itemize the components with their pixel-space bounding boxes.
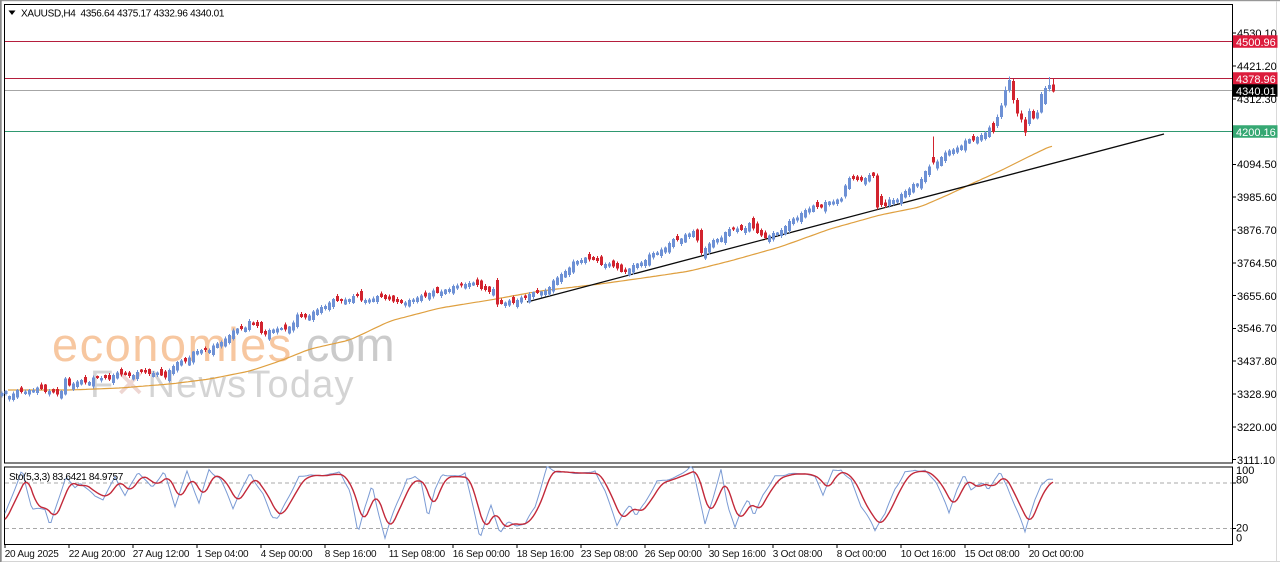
svg-text:20 Oct 00:00: 20 Oct 00:00 [1029, 549, 1084, 560]
svg-text:4200.16: 4200.16 [1236, 127, 1276, 139]
svg-text:4378.96: 4378.96 [1236, 74, 1276, 86]
svg-text:16 Sep 00:00: 16 Sep 00:00 [453, 549, 511, 560]
svg-text:3876.70: 3876.70 [1237, 225, 1277, 237]
svg-text:1 Sep 04:00: 1 Sep 04:00 [197, 549, 249, 560]
svg-text:26 Sep 00:00: 26 Sep 00:00 [645, 549, 703, 560]
svg-text:8 Sep 16:00: 8 Sep 16:00 [325, 549, 377, 560]
svg-text:20 Aug 2025: 20 Aug 2025 [5, 549, 60, 560]
svg-text:F✕NewsToday: F✕NewsToday [90, 364, 355, 406]
svg-text:3437.80: 3437.80 [1237, 356, 1277, 368]
svg-text:3985.60: 3985.60 [1237, 192, 1277, 204]
svg-text:15 Oct 08:00: 15 Oct 08:00 [965, 549, 1020, 560]
svg-text:100: 100 [1236, 465, 1254, 477]
svg-text:22 Aug 20:00: 22 Aug 20:00 [69, 549, 126, 560]
svg-text:4 Sep 00:00: 4 Sep 00:00 [261, 549, 313, 560]
svg-text:XAUUSD,H4 4356.64 4375.17 433: XAUUSD,H4 4356.64 4375.17 4332.96 4340.0… [21, 9, 225, 20]
svg-text:3 Oct 08:00: 3 Oct 08:00 [773, 549, 823, 560]
svg-text:20: 20 [1236, 523, 1248, 535]
svg-text:10 Oct 16:00: 10 Oct 16:00 [901, 549, 956, 560]
svg-text:4312.30: 4312.30 [1237, 94, 1277, 106]
svg-text:27 Aug 12:00: 27 Aug 12:00 [133, 549, 190, 560]
svg-text:80: 80 [1236, 475, 1248, 487]
svg-text:8 Oct 00:00: 8 Oct 00:00 [837, 549, 887, 560]
svg-text:3655.60: 3655.60 [1237, 291, 1277, 303]
svg-text:4500.96: 4500.96 [1236, 37, 1276, 49]
svg-text:4421.20: 4421.20 [1237, 61, 1277, 73]
svg-text:18 Sep 16:00: 18 Sep 16:00 [517, 549, 575, 560]
svg-text:3220.00: 3220.00 [1237, 422, 1277, 434]
svg-text:11 Sep 08:00: 11 Sep 08:00 [389, 549, 446, 560]
svg-text:23 Sep 08:00: 23 Sep 08:00 [581, 549, 639, 560]
svg-text:3764.50: 3764.50 [1237, 258, 1277, 270]
svg-text:Sto(5,3,3) 83.6421 84.9757: Sto(5,3,3) 83.6421 84.9757 [9, 472, 124, 483]
svg-text:3111.10: 3111.10 [1237, 455, 1275, 467]
svg-text:3546.70: 3546.70 [1237, 323, 1277, 335]
svg-text:4094.50: 4094.50 [1237, 159, 1277, 171]
svg-text:0: 0 [1236, 533, 1242, 545]
svg-text:3328.90: 3328.90 [1237, 389, 1277, 401]
svg-text:30 Sep 16:00: 30 Sep 16:00 [709, 549, 767, 560]
svg-text:4340.01: 4340.01 [1236, 86, 1276, 98]
